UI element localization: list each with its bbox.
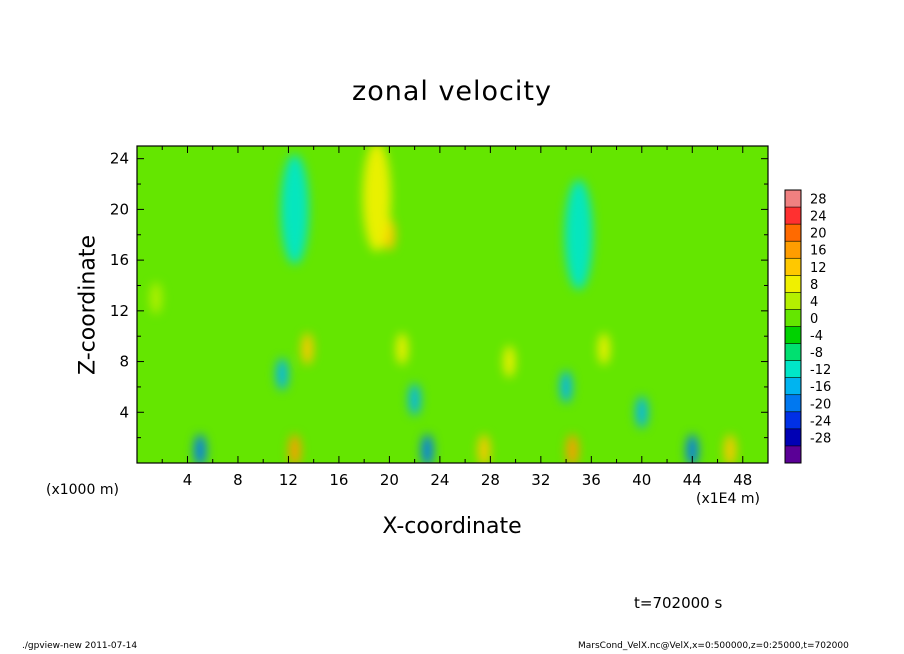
y-tick-label: 20 bbox=[110, 200, 129, 218]
colorbar-segment bbox=[785, 275, 801, 293]
colorbar-label: 24 bbox=[810, 210, 827, 225]
colorbar-segment bbox=[785, 309, 801, 327]
y-tick-label: 12 bbox=[110, 302, 129, 320]
colorbar-segment bbox=[785, 377, 801, 396]
y-tick-label: 4 bbox=[119, 403, 129, 421]
chart-title: zonal velocity bbox=[352, 76, 552, 107]
colorbar-label: -16 bbox=[810, 380, 831, 395]
heatmap-feature bbox=[408, 383, 421, 416]
x-axis-label: X-coordinate bbox=[382, 514, 522, 539]
colorbar-label: -8 bbox=[810, 346, 823, 361]
y-tick-label: 16 bbox=[110, 251, 129, 269]
heatmap-background bbox=[137, 146, 768, 463]
x-tick-label: 16 bbox=[329, 471, 348, 489]
y-tick-label: 24 bbox=[110, 150, 129, 168]
colorbar-label: -4 bbox=[810, 329, 823, 344]
colorbar: 28 24 20 16 12 8 4 0 -4 -8 -12 -16 -20 -24 -28 bbox=[784, 189, 831, 464]
time-label: t=702000 s bbox=[634, 594, 723, 612]
colorbar-segment bbox=[785, 241, 801, 259]
colorbar-segment bbox=[785, 258, 801, 276]
colorbar-segment bbox=[785, 207, 801, 225]
x-axis-unit-label: (x1E4 m) bbox=[696, 491, 760, 507]
colorbar-label: 20 bbox=[810, 227, 827, 242]
x-tick-label: 28 bbox=[481, 471, 500, 489]
colorbar-label: -28 bbox=[810, 431, 831, 446]
colorbar-segment bbox=[785, 411, 801, 430]
x-tick-label: 32 bbox=[531, 471, 550, 489]
colorbar-segment bbox=[785, 360, 801, 379]
colorbar-segment bbox=[785, 326, 801, 345]
heatmap-feature bbox=[724, 434, 737, 463]
x-tick-label: 24 bbox=[430, 471, 449, 489]
colorbar-segment bbox=[785, 190, 801, 208]
heatmap-feature bbox=[566, 434, 579, 463]
x-tick-label: 12 bbox=[279, 471, 298, 489]
heatmap-feature bbox=[194, 434, 207, 463]
x-tick-label: 48 bbox=[733, 471, 752, 489]
heatmap-feature bbox=[396, 332, 409, 365]
colorbar-label: 16 bbox=[810, 244, 827, 259]
plot-frame bbox=[136, 145, 769, 464]
heatmap-feature bbox=[635, 396, 648, 429]
heatmap-feature bbox=[301, 332, 314, 365]
y-axis-unit-label: (x1000 m) bbox=[46, 482, 119, 498]
colorbar-segment bbox=[785, 343, 801, 362]
colorbar-segment bbox=[785, 224, 801, 242]
heatmap-feature bbox=[597, 332, 610, 365]
footer-source: MarsCond_VelX.nc@VelX,x=0:500000,z=0:250… bbox=[578, 641, 849, 651]
heatmap-feature bbox=[280, 154, 309, 265]
colorbar-segment bbox=[785, 445, 801, 464]
heatmap-feature bbox=[149, 282, 162, 315]
heatmap-feature bbox=[421, 434, 434, 463]
heatmap-feature bbox=[503, 345, 516, 378]
colorbar-label: -24 bbox=[810, 414, 831, 429]
colorbar-label: 4 bbox=[810, 295, 818, 310]
x-tick-label: 4 bbox=[183, 471, 193, 489]
heatmap-feature bbox=[362, 146, 391, 252]
heatmap-feature bbox=[478, 434, 491, 463]
footer-program-date: ./gpview-new 2011-07-14 bbox=[22, 641, 138, 651]
colorbar-label: -20 bbox=[810, 397, 831, 412]
y-tick-label: 8 bbox=[119, 353, 129, 371]
colorbar-segment bbox=[785, 292, 801, 310]
colorbar-segment bbox=[785, 428, 801, 447]
x-tick-label: 40 bbox=[632, 471, 651, 489]
x-tick-label: 36 bbox=[582, 471, 601, 489]
colorbar-label: -12 bbox=[810, 363, 831, 378]
heatmap-feature bbox=[686, 434, 699, 463]
colorbar-label: 28 bbox=[810, 193, 827, 208]
colorbar-label: 8 bbox=[810, 278, 818, 293]
colorbar-label: 12 bbox=[810, 261, 827, 276]
x-tick-label: 44 bbox=[683, 471, 702, 489]
heatmap-feature bbox=[276, 358, 289, 391]
colorbar-segment bbox=[785, 394, 801, 413]
colorbar-label: 0 bbox=[810, 312, 818, 327]
heatmap-feature bbox=[564, 179, 593, 290]
heatmap-feature bbox=[288, 434, 301, 463]
heatmap-feature bbox=[560, 370, 573, 403]
x-tick-label: 20 bbox=[380, 471, 399, 489]
x-tick-label: 8 bbox=[233, 471, 243, 489]
heatmap-field bbox=[137, 146, 768, 463]
